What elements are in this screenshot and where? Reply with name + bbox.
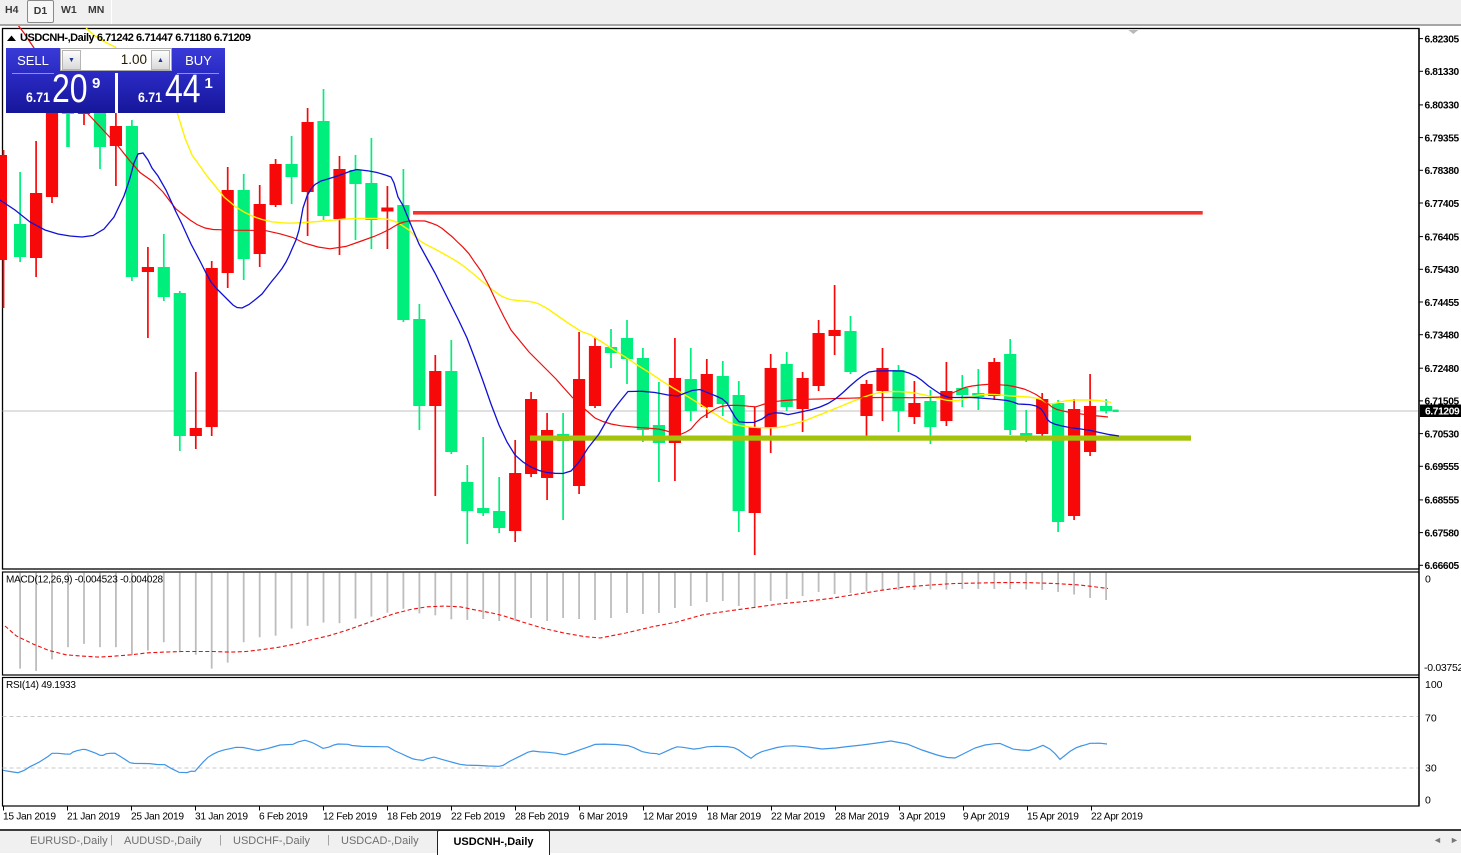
svg-text:28 Mar 2019: 28 Mar 2019 [835, 812, 890, 823]
svg-text:18 Feb 2019: 18 Feb 2019 [387, 812, 442, 823]
svg-text:6.70530: 6.70530 [1425, 429, 1460, 440]
svg-text:6.66605: 6.66605 [1425, 561, 1460, 572]
svg-text:USDCNH-,Daily 6.71242 6.71447: USDCNH-,Daily 6.71242 6.71447 6.71180 6.… [20, 32, 251, 44]
svg-text:22 Apr 2019: 22 Apr 2019 [1091, 812, 1143, 823]
svg-text:6.77405: 6.77405 [1425, 199, 1460, 210]
svg-text:6 Feb 2019: 6 Feb 2019 [259, 812, 308, 823]
svg-text:18 Mar 2019: 18 Mar 2019 [707, 812, 762, 823]
svg-text:6.82305: 6.82305 [1425, 34, 1460, 45]
svg-text:RSI(14) 49.1933: RSI(14) 49.1933 [6, 680, 76, 691]
svg-text:100: 100 [1425, 679, 1443, 691]
svg-text:25 Jan 2019: 25 Jan 2019 [131, 812, 184, 823]
svg-text:30: 30 [1425, 763, 1437, 775]
svg-text:12 Mar 2019: 12 Mar 2019 [643, 812, 698, 823]
svg-text:6.80330: 6.80330 [1425, 101, 1460, 112]
svg-text:22 Mar 2019: 22 Mar 2019 [771, 812, 826, 823]
svg-text:15 Jan 2019: 15 Jan 2019 [3, 812, 56, 823]
svg-text:6.75430: 6.75430 [1425, 265, 1460, 276]
svg-text:21 Jan 2019: 21 Jan 2019 [67, 812, 120, 823]
svg-text:6.67580: 6.67580 [1425, 528, 1460, 539]
svg-text:6.71209: 6.71209 [1425, 407, 1460, 418]
svg-text:31 Jan 2019: 31 Jan 2019 [195, 812, 248, 823]
svg-text:28 Feb 2019: 28 Feb 2019 [515, 812, 570, 823]
svg-text:-0.0375295: -0.0375295 [1424, 662, 1461, 674]
svg-text:6.81330: 6.81330 [1425, 67, 1460, 78]
svg-text:3 Apr 2019: 3 Apr 2019 [899, 812, 946, 823]
svg-text:6.73480: 6.73480 [1425, 331, 1460, 342]
svg-text:6.68555: 6.68555 [1425, 496, 1460, 507]
svg-text:70: 70 [1425, 713, 1437, 725]
svg-text:22 Feb 2019: 22 Feb 2019 [451, 812, 506, 823]
svg-text:6.69555: 6.69555 [1425, 462, 1460, 473]
svg-text:MACD(12,26,9) -0.004523 -0.004: MACD(12,26,9) -0.004523 -0.004028 [6, 575, 164, 586]
svg-text:6.79355: 6.79355 [1425, 133, 1460, 144]
svg-text:6.78380: 6.78380 [1425, 166, 1460, 177]
svg-text:0: 0 [1425, 795, 1431, 807]
svg-text:6.71505: 6.71505 [1425, 397, 1460, 408]
svg-text:6.76405: 6.76405 [1425, 232, 1460, 243]
svg-text:9 Apr 2019: 9 Apr 2019 [963, 812, 1010, 823]
svg-text:15 Apr 2019: 15 Apr 2019 [1027, 812, 1079, 823]
svg-text:6.72480: 6.72480 [1425, 364, 1460, 375]
svg-text:12 Feb 2019: 12 Feb 2019 [323, 812, 378, 823]
svg-text:6 Mar 2019: 6 Mar 2019 [579, 812, 628, 823]
svg-text:6.74455: 6.74455 [1425, 298, 1460, 309]
svg-text:0: 0 [1425, 574, 1431, 586]
